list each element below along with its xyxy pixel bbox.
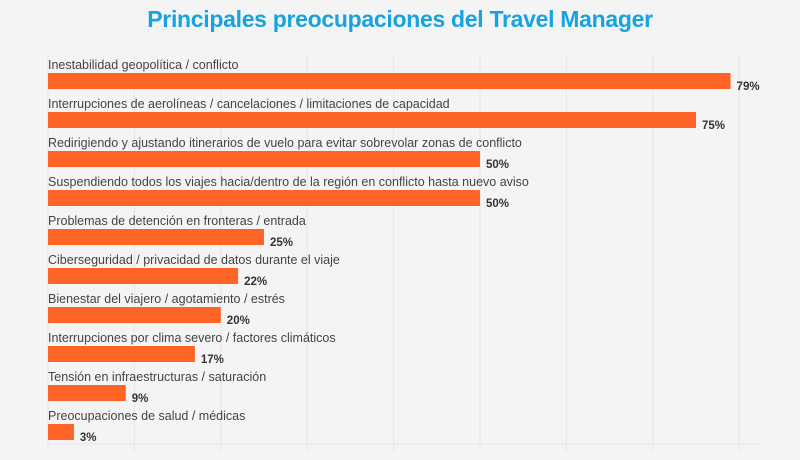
value-label: 22% <box>244 276 267 288</box>
bar <box>48 151 480 167</box>
value-label: 50% <box>486 159 509 171</box>
value-label: 3% <box>80 432 97 444</box>
category-label: Tensión en infraestructuras / saturación <box>48 370 266 384</box>
bar <box>48 424 74 440</box>
value-label: 50% <box>486 198 509 210</box>
category-label: Inestabilidad geopolítica / conflicto <box>48 58 238 72</box>
bar <box>48 190 480 206</box>
category-label: Interrupciones de aerolíneas / cancelaci… <box>48 97 450 111</box>
bar <box>48 73 731 89</box>
value-label: 20% <box>227 315 250 327</box>
value-label: 9% <box>132 393 149 405</box>
category-label: Bienestar del viajero / agotamiento / es… <box>48 292 285 306</box>
value-label: 25% <box>270 237 293 249</box>
chart-title: Principales preocupaciones del Travel Ma… <box>147 6 653 32</box>
bar <box>48 268 239 284</box>
category-label: Suspendiendo todos los viajes hacia/dent… <box>48 175 529 189</box>
category-label: Problemas de detención en fronteras / en… <box>48 214 306 228</box>
value-label: 79% <box>737 81 760 93</box>
category-label: Ciberseguridad / privacidad de datos dur… <box>48 253 340 267</box>
category-label: Redirigiendo y ajustando itinerarios de … <box>48 136 522 150</box>
bar <box>48 346 195 362</box>
bar <box>48 307 221 323</box>
bar <box>48 229 264 245</box>
value-label: 75% <box>702 120 725 132</box>
bar <box>48 385 126 401</box>
value-label: 17% <box>201 354 224 366</box>
category-label: Preocupaciones de salud / médicas <box>48 409 245 423</box>
bar <box>48 112 696 128</box>
category-label: Interrupciones por clima severo / factor… <box>48 331 336 345</box>
